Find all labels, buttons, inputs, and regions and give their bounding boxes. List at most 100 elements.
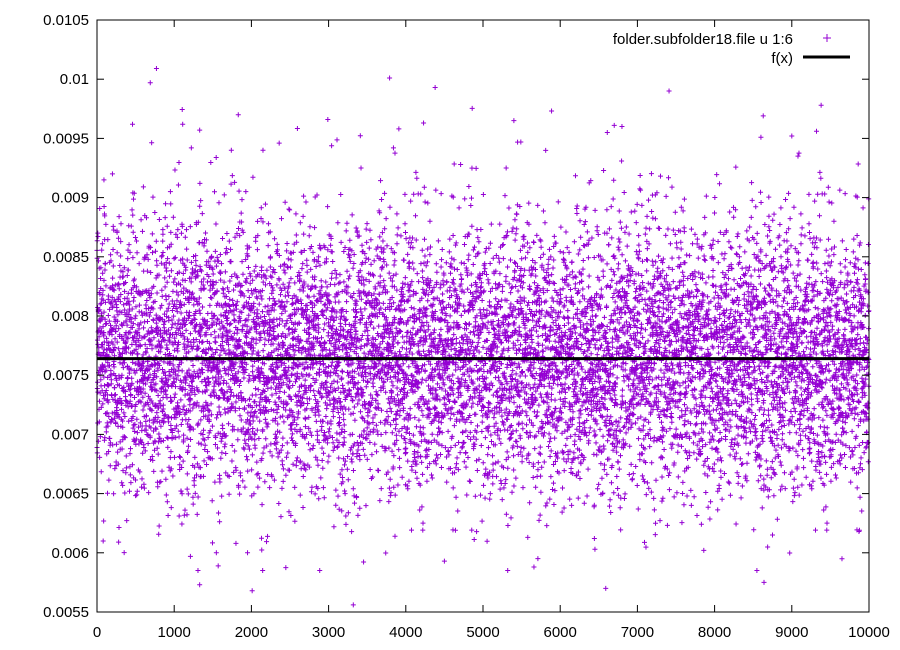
data-point — [321, 432, 327, 438]
data-point — [259, 535, 265, 541]
data-point — [140, 378, 146, 384]
data-point — [235, 437, 241, 443]
data-point — [479, 429, 485, 435]
data-point — [450, 485, 456, 491]
data-point — [383, 550, 389, 556]
data-point — [472, 244, 478, 250]
data-point — [223, 451, 229, 457]
data-point — [246, 312, 252, 318]
data-point — [124, 272, 130, 278]
data-point — [391, 453, 397, 459]
data-point — [111, 364, 117, 370]
data-point — [102, 316, 108, 322]
data-point — [371, 258, 377, 264]
data-point — [151, 418, 157, 424]
data-point — [410, 245, 416, 251]
data-point — [267, 485, 273, 491]
data-point — [160, 238, 166, 244]
data-point — [191, 369, 197, 375]
data-point — [110, 303, 116, 309]
data-point — [166, 318, 172, 324]
data-point — [166, 294, 172, 300]
data-point — [182, 392, 188, 398]
data-point — [257, 418, 263, 424]
data-point — [176, 367, 182, 373]
data-point — [277, 414, 283, 420]
data-point — [246, 446, 252, 452]
data-point — [283, 565, 289, 571]
data-point — [164, 268, 170, 274]
data-point — [164, 434, 170, 440]
data-point — [458, 260, 464, 266]
data-point — [394, 241, 400, 247]
data-point — [184, 257, 190, 263]
data-point — [403, 346, 409, 352]
data-point — [190, 405, 196, 411]
data-point — [181, 512, 187, 518]
data-point — [467, 479, 473, 485]
data-point — [198, 441, 204, 447]
data-point — [397, 349, 403, 355]
data-point — [419, 376, 425, 382]
data-point — [284, 240, 290, 246]
data-point — [318, 475, 324, 481]
data-point — [249, 351, 255, 357]
data-point — [443, 260, 449, 266]
data-point — [213, 155, 219, 161]
data-point — [262, 273, 268, 279]
data-point — [271, 324, 277, 330]
data-point — [227, 322, 233, 328]
data-point — [371, 325, 377, 331]
data-point — [399, 474, 405, 480]
data-point — [184, 370, 190, 376]
data-point — [173, 306, 179, 312]
data-point — [184, 435, 190, 441]
data-point — [350, 398, 356, 404]
data-point — [387, 204, 393, 210]
data-point — [149, 346, 155, 352]
data-point — [133, 304, 139, 310]
data-point — [470, 247, 476, 253]
data-point — [309, 484, 315, 490]
data-point — [163, 201, 169, 207]
data-point — [451, 423, 457, 429]
data-point — [202, 405, 208, 411]
data-point — [204, 248, 210, 254]
data-point — [177, 462, 183, 468]
data-point — [138, 320, 144, 326]
data-point — [384, 408, 390, 414]
data-point — [192, 490, 198, 496]
data-point — [148, 325, 154, 331]
data-point — [440, 291, 446, 297]
data-point — [421, 348, 427, 354]
data-point — [345, 477, 351, 483]
data-point — [288, 264, 294, 270]
data-point — [389, 430, 395, 436]
data-point — [174, 289, 180, 295]
data-point — [120, 365, 126, 371]
data-point — [402, 221, 408, 227]
data-point — [182, 386, 188, 392]
data-point — [458, 272, 464, 278]
data-point — [254, 427, 260, 433]
data-point — [211, 189, 217, 195]
data-point — [103, 429, 109, 435]
data-point — [106, 477, 112, 483]
data-point — [177, 454, 183, 460]
data-point — [279, 485, 285, 491]
data-point — [143, 381, 149, 387]
data-point — [121, 550, 127, 556]
data-point — [124, 295, 130, 301]
data-point — [255, 471, 261, 477]
data-point — [300, 213, 306, 219]
data-point — [195, 219, 201, 225]
data-point — [246, 294, 252, 300]
data-point — [407, 406, 413, 412]
data-point — [349, 459, 355, 465]
data-point — [150, 306, 156, 312]
data-point — [169, 325, 175, 331]
data-point — [343, 521, 349, 527]
data-point — [134, 488, 140, 494]
data-point — [409, 279, 415, 285]
data-point — [105, 423, 111, 429]
